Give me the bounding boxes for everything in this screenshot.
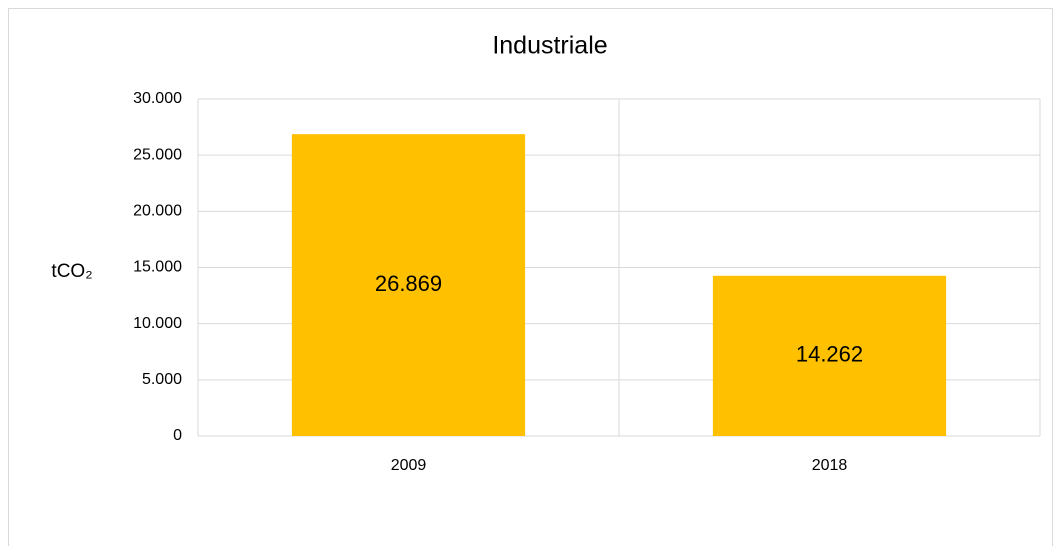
bar — [291, 134, 526, 436]
y-tick-label: 5.000 — [142, 371, 182, 388]
data-label: 26.869 — [375, 271, 442, 296]
y-tick-label: 25.000 — [133, 146, 182, 163]
data-label: 14.262 — [796, 342, 863, 367]
y-tick-label: 0 — [173, 427, 182, 444]
y-tick-label: 20.000 — [133, 203, 182, 220]
bar — [712, 275, 947, 436]
y-tick-label: 30.000 — [133, 90, 182, 107]
y-tick-label: 10.000 — [133, 315, 182, 332]
x-tick-label: 2009 — [391, 457, 427, 474]
y-tick-label: 15.000 — [133, 259, 182, 276]
x-tick-label: 2018 — [812, 457, 848, 474]
chart-title: Industriale — [492, 32, 607, 60]
y-axis-label: tCO₂ — [51, 261, 92, 282]
